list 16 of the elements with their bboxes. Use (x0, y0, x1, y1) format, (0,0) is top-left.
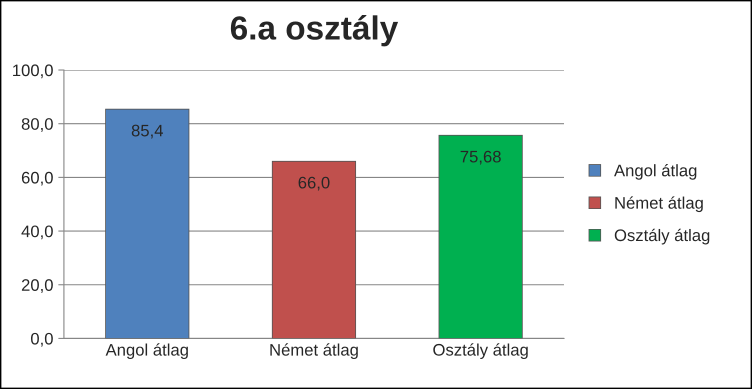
data-label: 66,0 (298, 176, 330, 191)
y-tick-label: 100,0 (13, 64, 53, 78)
legend-label: Német átlag (615, 196, 703, 212)
x-tick-label: Osztály átlag (433, 343, 528, 360)
y-tick-label: 60,0 (22, 172, 53, 186)
y-tick-label: 0,0 (30, 332, 53, 347)
data-label: 75,68 (460, 150, 501, 165)
x-tick-label: Angol átlag (106, 343, 188, 360)
y-tick-label: 80,0 (22, 118, 53, 132)
legend-label: Angol átlag (614, 164, 696, 180)
chart-title: 6.a osztály (230, 15, 398, 46)
data-label: 85,4 (132, 124, 163, 138)
legend-label: Osztály átlag (614, 228, 710, 244)
y-tick-label: 40,0 (21, 225, 53, 240)
x-tick-label: Német átlag (270, 343, 358, 360)
y-tick-label: 20,0 (22, 279, 53, 293)
